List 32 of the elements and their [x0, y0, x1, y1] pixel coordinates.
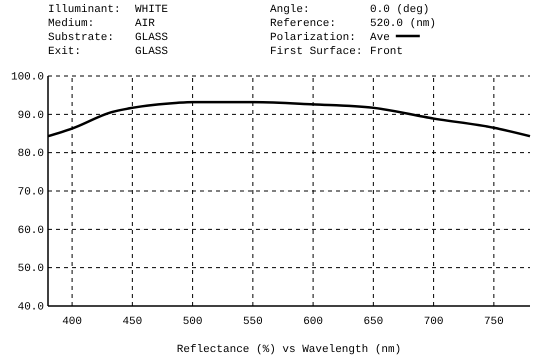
y-tick-label: 40.0	[18, 302, 44, 314]
legend-label: Ave	[370, 32, 390, 44]
text: 520.0 (nm)	[370, 18, 436, 30]
text: Illuminant:	[48, 4, 121, 16]
text: GLASS	[135, 46, 168, 58]
y-tick-label: 90.0	[18, 110, 44, 122]
text: AIR	[135, 18, 156, 30]
y-tick-label: 80.0	[18, 148, 44, 160]
text: GLASS	[135, 32, 168, 44]
text: Reference:	[270, 18, 336, 30]
text: 0.0 (deg)	[370, 4, 430, 16]
text: Substrate:	[48, 32, 114, 44]
y-tick-label: 100.0	[10, 72, 44, 84]
x-tick-label: 600	[303, 316, 324, 328]
text: Exit:	[48, 46, 82, 58]
y-tick-label: 70.0	[18, 186, 44, 199]
text: WHITE	[135, 4, 168, 16]
text: First Surface:	[270, 46, 362, 58]
x-tick-label: 500	[182, 316, 203, 328]
y-tick-label: 50.0	[18, 263, 44, 276]
text: Angle:	[270, 4, 310, 16]
x-tick-label: 750	[484, 316, 504, 328]
text: Polarization:	[270, 32, 356, 44]
x-tick-label: 650	[363, 316, 384, 328]
text: Medium:	[48, 18, 94, 30]
x-tick-label: 700	[424, 316, 444, 328]
x-tick-label: 400	[62, 316, 82, 328]
x-tick-label: 550	[242, 316, 263, 328]
text: Front	[370, 46, 404, 58]
y-tick-label: 60.0	[18, 224, 44, 237]
x-tick-label: 450	[122, 316, 142, 328]
x-axis-title: Reflectance (%) vs Wavelength (nm)	[176, 344, 402, 356]
